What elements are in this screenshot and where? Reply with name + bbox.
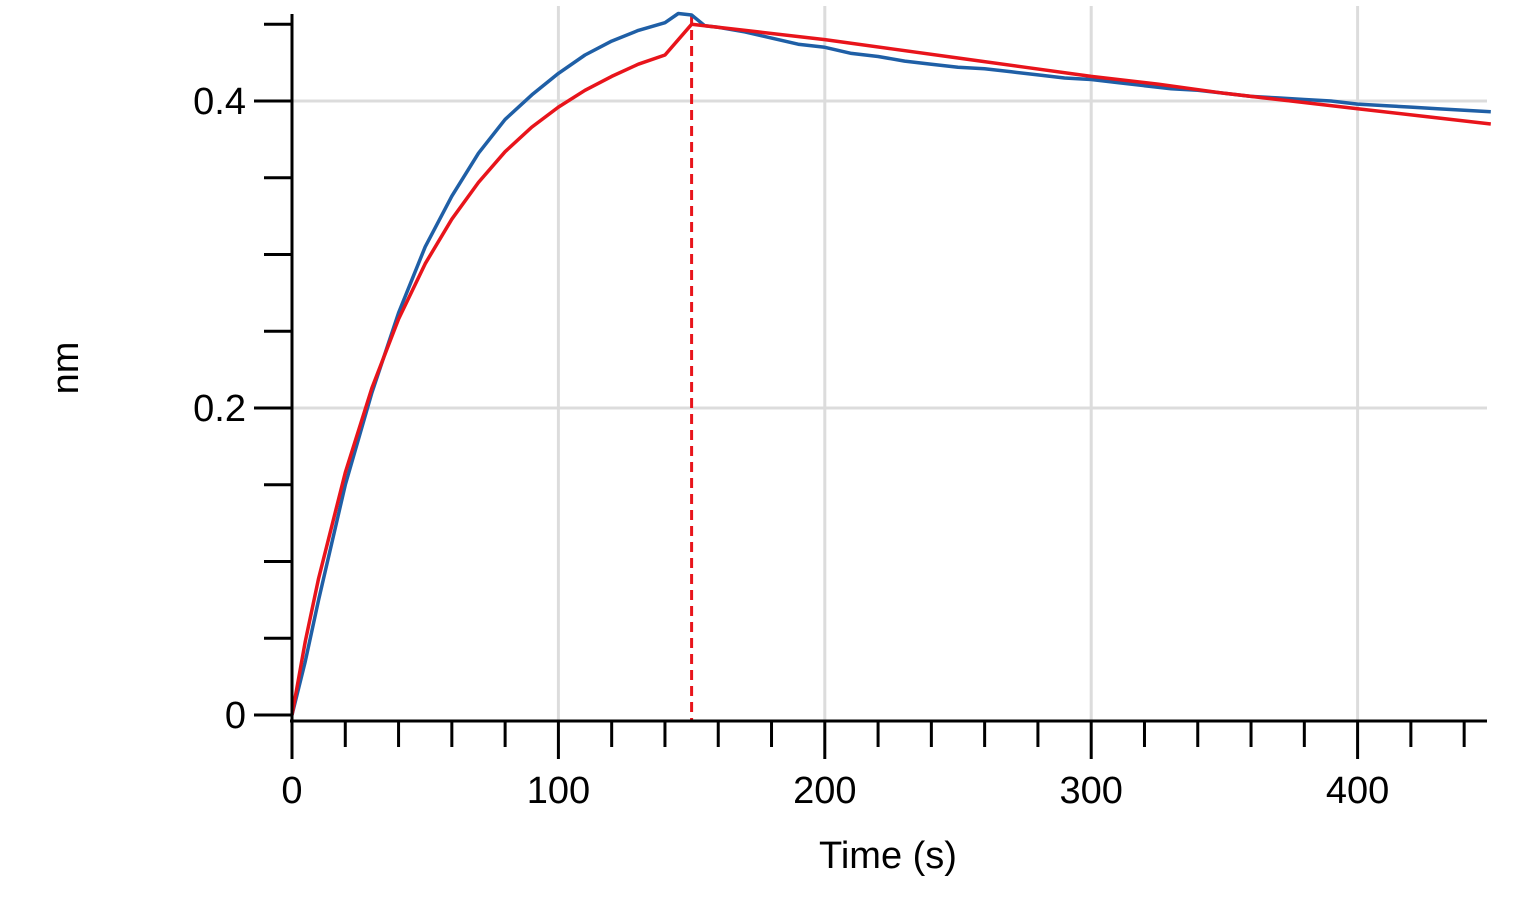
- x-tick-label: 0: [281, 770, 302, 812]
- series-layer: [290, 11, 1491, 716]
- vertical-markers: [290, 14, 694, 721]
- x-tick-label: 200: [793, 770, 856, 812]
- y-tick-label: 0: [225, 695, 246, 737]
- x-axis-title: Time (s): [819, 835, 957, 877]
- y-tick-label: 0.2: [193, 388, 246, 430]
- y-axis-title: nm: [45, 342, 87, 395]
- y-tick-label: 0.4: [193, 81, 246, 123]
- fit-series-line: [290, 22, 1491, 716]
- x-tick-label: 100: [527, 770, 590, 812]
- gridlines: [292, 6, 1487, 721]
- x-tick-label: 300: [1059, 770, 1122, 812]
- tick-labels: 0 100 200 300 400 0 0.2 0.4: [193, 81, 1389, 812]
- x-tick-label: 400: [1326, 770, 1389, 812]
- measured-series-line: [290, 11, 1491, 716]
- axes: [254, 14, 1487, 759]
